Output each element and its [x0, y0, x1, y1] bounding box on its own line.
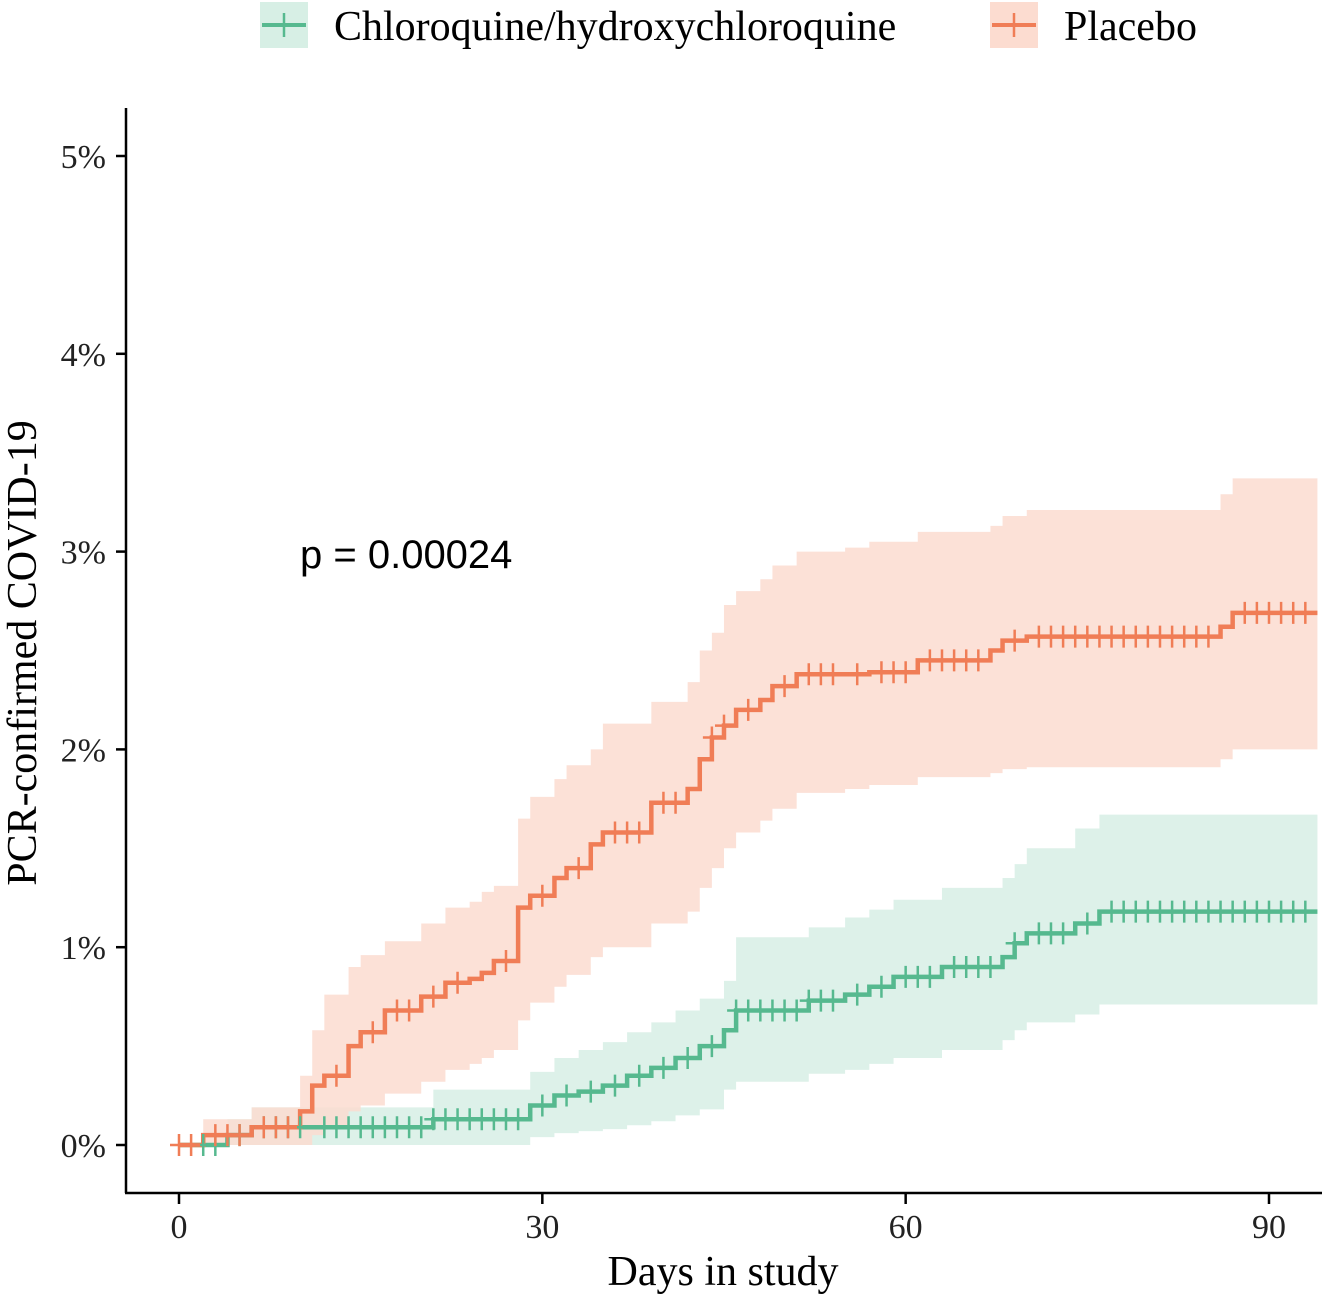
- censor-mark-placebo: [848, 663, 867, 686]
- censor-mark-placebo: [630, 821, 649, 844]
- censor-marks-placebo: [170, 601, 1315, 1156]
- confidence-band-chq: [179, 814, 1318, 1145]
- x-tick-label: 0: [171, 1209, 188, 1246]
- y-tick-label: 2%: [61, 732, 106, 769]
- censor-mark-chq: [654, 1056, 673, 1079]
- y-tick-label: 5%: [61, 139, 106, 176]
- censor-mark-chq: [509, 1108, 528, 1131]
- censor-mark-chq: [678, 1046, 697, 1069]
- y-tick-label: 0%: [61, 1128, 106, 1165]
- censor-mark-placebo: [1296, 601, 1315, 624]
- censor-mark-chq: [1296, 900, 1315, 923]
- censor-mark-placebo: [702, 726, 721, 749]
- x-axis-title: Days in study: [608, 1249, 839, 1295]
- x-tick-label: 30: [525, 1209, 559, 1246]
- censor-mark-placebo: [739, 698, 758, 721]
- censor-mark-placebo: [278, 1116, 297, 1139]
- km-curve-chq: [179, 909, 1318, 1148]
- censor-mark-chq: [787, 999, 806, 1022]
- censor-mark-placebo: [363, 1021, 382, 1044]
- censor-mark-placebo: [569, 857, 588, 880]
- x-axis-ticks: 0 30 60 90: [171, 1193, 1286, 1246]
- legend-item-placebo: Placebo: [990, 2, 1197, 50]
- km-curve-placebo: [179, 610, 1318, 1148]
- censor-mark-placebo: [969, 649, 988, 672]
- x-tick-label: 90: [1252, 1209, 1286, 1246]
- legend-label-chq: Chloroquine/hydroxychloroquine: [334, 4, 896, 50]
- x-tick-label: 60: [889, 1209, 923, 1246]
- censor-mark-chq: [412, 1116, 431, 1139]
- censor-mark-placebo: [448, 971, 467, 994]
- censor-mark-placebo: [1199, 625, 1218, 648]
- censor-mark-chq: [581, 1080, 600, 1103]
- censor-mark-placebo: [666, 791, 685, 814]
- censor-mark-chq: [981, 955, 1000, 978]
- legend-item-chq: Chloroquine/hydroxychloroquine: [260, 2, 896, 50]
- censor-mark-placebo: [230, 1124, 249, 1147]
- censor-mark-chq: [1005, 932, 1024, 955]
- p-value-annotation: p = 0.00024: [300, 533, 512, 577]
- censor-mark-placebo: [533, 884, 552, 907]
- censor-mark-chq: [1054, 922, 1073, 945]
- censor-mark-chq: [1078, 912, 1097, 935]
- censor-mark-placebo: [400, 999, 419, 1022]
- confidence-band-placebo: [179, 478, 1318, 1145]
- censor-mark-chq: [702, 1035, 721, 1058]
- censor-mark-chq: [630, 1064, 649, 1087]
- y-axis-title: PCR-confirmed COVID-19: [0, 420, 46, 885]
- censor-mark-placebo: [1005, 629, 1024, 652]
- censor-mark-placebo: [496, 950, 515, 973]
- censor-mark-chq: [920, 965, 939, 988]
- censor-mark-placebo: [327, 1064, 346, 1087]
- censor-mark-chq: [848, 983, 867, 1006]
- censor-mark-chq: [823, 989, 842, 1012]
- censor-mark-chq: [557, 1084, 576, 1107]
- censor-mark-placebo: [714, 714, 733, 737]
- legend-label-placebo: Placebo: [1064, 4, 1197, 50]
- legend: Chloroquine/hydroxychloroquine Placebo: [260, 2, 1197, 50]
- censor-mark-chq: [872, 975, 891, 998]
- censor-mark-chq: [605, 1074, 624, 1097]
- censor-mark-placebo: [896, 661, 915, 684]
- censor-mark-placebo: [823, 663, 842, 686]
- y-tick-label: 1%: [61, 930, 106, 967]
- censor-mark-placebo: [424, 985, 443, 1008]
- y-axis-ticks: 0% 1% 2% 3% 4% 5%: [61, 139, 126, 1165]
- y-tick-label: 4%: [61, 337, 106, 374]
- y-tick-label: 3%: [61, 535, 106, 572]
- censor-mark-chq: [533, 1094, 552, 1117]
- censor-mark-placebo: [775, 675, 794, 698]
- censor-mark-placebo: [182, 1134, 201, 1156]
